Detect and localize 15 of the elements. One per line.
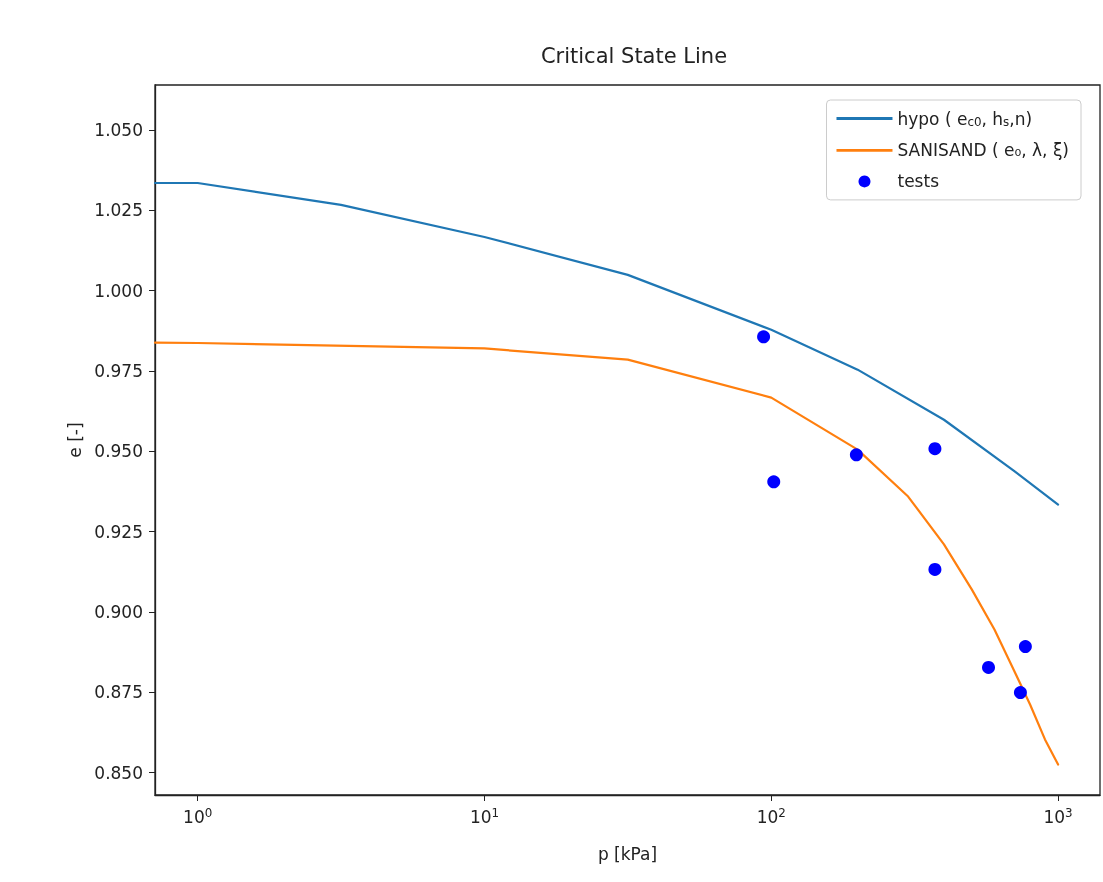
y-tick-label: 0.925 <box>94 521 143 542</box>
y-tick-label: 0.950 <box>94 441 143 462</box>
y-tick-label: 0.875 <box>94 682 143 703</box>
y-tick-label: 1.050 <box>94 119 143 140</box>
y-axis-title: e [-] <box>64 422 85 458</box>
legend-label: SANISAND ( e₀, λ, ξ) <box>897 140 1069 161</box>
y-tick-label: 0.850 <box>94 762 143 783</box>
chart-title: Critical State Line <box>540 43 728 68</box>
y-tick-label: 0.900 <box>94 601 143 622</box>
y-tick-label: 1.025 <box>94 200 143 221</box>
y-tick-label: 0.975 <box>94 360 143 381</box>
y-tick-label: 1.000 <box>94 280 143 301</box>
legend-label: hypo ( ec0, hs,n) <box>897 108 1033 129</box>
x-axis-title: p [kPa] <box>597 843 658 864</box>
legend-label: tests <box>897 171 940 192</box>
